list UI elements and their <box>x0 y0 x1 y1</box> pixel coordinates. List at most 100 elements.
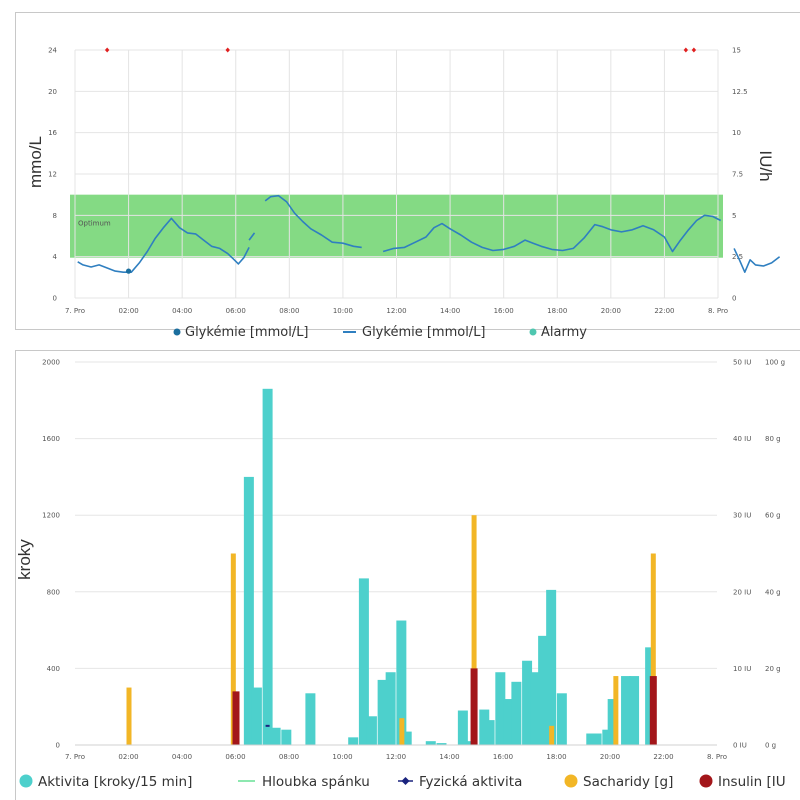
y2-axis-label: IU/h <box>756 150 775 181</box>
y-tick-label: 8 <box>53 212 57 220</box>
y2-tick-label: 10 IU <box>733 665 751 673</box>
y-tick-label: 2000 <box>42 359 60 367</box>
x-tick-label: 18:00 <box>547 307 567 315</box>
x-tick-label: 7. Pro <box>65 753 85 761</box>
activity-bar <box>629 676 640 745</box>
alarm-marker <box>225 47 230 53</box>
carbs-bar <box>230 553 236 745</box>
x-tick-label: 8. Pro <box>707 753 727 761</box>
activity-bar <box>385 672 396 745</box>
legend-carbs-icon <box>564 774 578 788</box>
y-tick-label: 16 <box>48 129 57 137</box>
y2-tick-label: 15 <box>732 47 741 55</box>
insulin-bar <box>232 691 240 745</box>
legend-alarm-icon <box>529 328 537 336</box>
activity-bar <box>377 679 388 745</box>
activity-bar <box>396 620 407 745</box>
activity-bar <box>366 716 377 745</box>
activity-bar <box>243 476 254 745</box>
y-tick-label: 0 <box>53 295 57 303</box>
alarm-marker <box>691 47 697 53</box>
y3-tick-label: 100 g <box>765 359 785 367</box>
glucose-line <box>382 214 722 253</box>
x-tick-label: 10:00 <box>333 307 353 315</box>
activity-bar <box>538 635 549 745</box>
activity-bar <box>591 733 602 745</box>
y2-tick-label: 30 IU <box>733 512 751 520</box>
target-range-label: Optimum <box>78 220 111 228</box>
legend-physical-label: Fyzická aktivita <box>419 774 522 790</box>
legend-activity-label: Aktivita [kroky/15 min] <box>38 774 192 790</box>
y3-tick-label: 20 g <box>765 665 781 673</box>
activity-bar <box>457 710 468 745</box>
activity-bar <box>305 693 316 745</box>
carbs-bar <box>650 553 656 745</box>
y2-tick-label: 40 IU <box>733 435 751 443</box>
legend-glucose-dot-label: Glykémie [mmol/L] <box>185 325 309 340</box>
x-tick-label: 02:00 <box>118 307 138 315</box>
y3-tick-label: 80 g <box>765 435 781 443</box>
legend-physical-marker-icon <box>401 777 410 785</box>
legend-insulin-icon <box>699 774 713 788</box>
carbs-bar <box>549 725 555 745</box>
glucose-line <box>733 248 781 273</box>
y2-tick-label: 0 <box>732 295 736 303</box>
carbs-bar <box>399 718 405 745</box>
activity-bar <box>530 672 541 745</box>
x-tick-label: 06:00 <box>226 307 246 315</box>
activity-bar <box>522 660 533 745</box>
activity-bar <box>495 672 506 745</box>
activity-bar <box>348 737 359 745</box>
x-tick-label: 22:00 <box>654 307 674 315</box>
legend-sleep-label: Hloubka spánku <box>262 774 370 790</box>
y2-tick-label: 12.5 <box>732 88 748 96</box>
insulin-bar <box>649 676 657 745</box>
x-tick-label: 22:00 <box>653 753 673 761</box>
alarm-marker <box>683 47 689 53</box>
y-tick-label: 20 <box>48 88 57 96</box>
y-tick-label: 24 <box>48 47 57 55</box>
activity-bar <box>251 687 262 745</box>
x-tick-label: 04:00 <box>172 307 192 315</box>
y2-tick-label: 5 <box>732 212 736 220</box>
y-tick-label: 12 <box>48 171 57 179</box>
activity-bar <box>270 727 281 745</box>
legend-glucose-dot-icon <box>173 328 181 336</box>
activity-bar <box>621 676 632 745</box>
y2-tick-label: 7.5 <box>732 171 743 179</box>
alarm-marker <box>104 47 110 53</box>
x-tick-label: 06:00 <box>225 753 245 761</box>
glucose-point <box>125 268 132 274</box>
y3-tick-label: 0 g <box>765 742 776 750</box>
activity-bar <box>484 720 495 745</box>
y2-tick-label: 10 <box>732 129 741 137</box>
activity-bar <box>425 741 436 745</box>
activity-bar <box>401 731 412 745</box>
activity-bar <box>436 743 447 745</box>
x-tick-label: 08:00 <box>279 753 299 761</box>
y-tick-label: 1600 <box>42 435 60 443</box>
activity-bar <box>556 693 567 745</box>
legend-insulin-label: Insulin [IU <box>718 774 786 790</box>
x-tick-label: 12:00 <box>386 753 406 761</box>
activity-bar <box>281 729 292 745</box>
x-tick-label: 8. Pro <box>708 307 728 315</box>
carbs-bar <box>471 515 477 745</box>
x-tick-label: 04:00 <box>172 753 192 761</box>
glucose-panel <box>15 12 800 330</box>
activity-panel <box>15 350 800 800</box>
y2-tick-label: 0 IU <box>733 742 747 750</box>
activity-bar <box>546 589 557 745</box>
y-axis-label: mmo/L <box>26 136 45 188</box>
x-tick-label: 16:00 <box>494 307 514 315</box>
x-tick-label: 20:00 <box>600 753 620 761</box>
x-tick-label: 14:00 <box>439 753 459 761</box>
y2-tick-label: 50 IU <box>733 359 751 367</box>
y3-tick-label: 40 g <box>765 588 781 596</box>
carbs-bar <box>613 676 619 745</box>
x-tick-label: 02:00 <box>118 753 138 761</box>
y3-tick-label: 60 g <box>765 512 781 520</box>
x-tick-label: 20:00 <box>601 307 621 315</box>
legend-carbs-label: Sacharidy [g] <box>583 774 673 790</box>
